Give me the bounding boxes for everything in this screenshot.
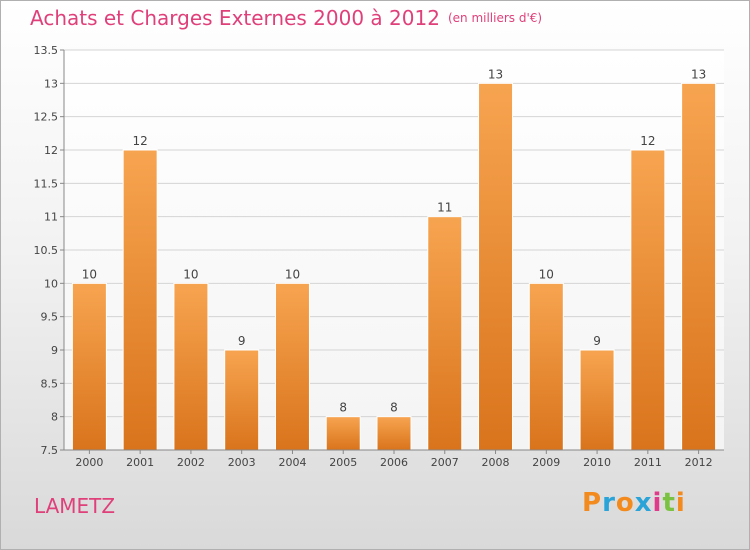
x-tick-label: 2010 (583, 456, 611, 469)
y-tick-label: 11.5 (34, 177, 59, 190)
proxiti-logo: Proxiti (582, 488, 686, 518)
x-axis-ticks: 2000 2001 2002 2003 2004 2005 2006 2007 2008 2009… (75, 450, 713, 469)
x-tick-label: 2008 (482, 456, 510, 469)
y-axis-ticks: 7.5 8 8.5 9 9.5 10 10.5 11 11.5 12 12.5 13 13.5 (34, 44, 64, 457)
x-tick-label: 2007 (431, 456, 459, 469)
x-tick-label: 2011 (634, 456, 662, 469)
data-label-2012: 13 (691, 67, 706, 81)
y-tick-label: 12.5 (34, 111, 59, 124)
x-tick-label: 2003 (228, 456, 256, 469)
bar-2011 (630, 149, 666, 451)
bar-2002 (173, 282, 209, 451)
bar-2006 (376, 416, 412, 451)
data-label-2002: 10 (183, 267, 198, 281)
data-label-2011: 12 (640, 134, 655, 148)
bar-2003 (224, 349, 260, 451)
y-tick-label: 9.5 (41, 311, 59, 324)
data-label-2000: 10 (82, 267, 97, 281)
y-tick-label: 13.5 (34, 44, 59, 57)
bar-2008 (478, 82, 514, 451)
bar-2004 (274, 282, 310, 451)
x-tick-label: 2006 (380, 456, 408, 469)
data-label-2004: 10 (285, 267, 300, 281)
y-tick-label: 8 (51, 411, 58, 424)
y-tick-label: 7.5 (41, 444, 59, 457)
x-tick-label: 2005 (329, 456, 357, 469)
y-tick-label: 12 (44, 144, 58, 157)
y-tick-label: 13 (44, 77, 58, 90)
bar-2010 (579, 349, 615, 451)
logo-letter: r (602, 488, 616, 518)
bar-2007 (427, 216, 463, 451)
logo-letter: o (615, 488, 635, 518)
bar-2005 (325, 416, 361, 451)
data-label-2005: 8 (339, 401, 347, 415)
y-tick-label: 9 (51, 344, 58, 357)
x-tick-label: 2004 (278, 456, 306, 469)
data-label-2008: 13 (488, 67, 503, 81)
y-tick-label: 10.5 (34, 244, 59, 257)
chart-subtitle: (en milliers d'€) (447, 11, 543, 25)
data-label-2006: 8 (390, 401, 398, 415)
data-label-2001: 12 (133, 134, 148, 148)
x-tick-label: 2009 (532, 456, 560, 469)
data-label-2007: 11 (437, 201, 452, 215)
logo-letter: i (652, 488, 663, 518)
logo-letter: x (634, 488, 653, 518)
logo-letter: i (675, 488, 686, 518)
chart-title: Achats et Charges Externes 2000 à 2012 (e… (30, 6, 542, 30)
y-tick-label: 10 (44, 277, 58, 290)
data-labels: 10 12 10 9 10 8 8 11 13 10 9 12 13 (82, 67, 707, 414)
data-label-2009: 10 (539, 267, 554, 281)
commune-name: LAMETZ (34, 494, 116, 518)
logo-letter: P (582, 488, 603, 518)
bar-2001 (122, 149, 158, 451)
y-tick-label: 8.5 (41, 377, 59, 390)
chart-title-text: Achats et Charges Externes 2000 à 2012 (30, 6, 440, 30)
data-label-2003: 9 (238, 334, 246, 348)
bar-2012 (681, 82, 717, 451)
x-tick-label: 2012 (685, 456, 713, 469)
x-tick-label: 2001 (126, 456, 154, 469)
x-tick-label: 2000 (75, 456, 103, 469)
x-tick-label: 2002 (177, 456, 205, 469)
bars (71, 82, 717, 451)
logo-letter: t (662, 488, 676, 518)
data-label-2010: 9 (593, 334, 601, 348)
bar-2000 (71, 282, 107, 451)
bar-2009 (528, 282, 564, 451)
y-tick-label: 11 (44, 211, 58, 224)
